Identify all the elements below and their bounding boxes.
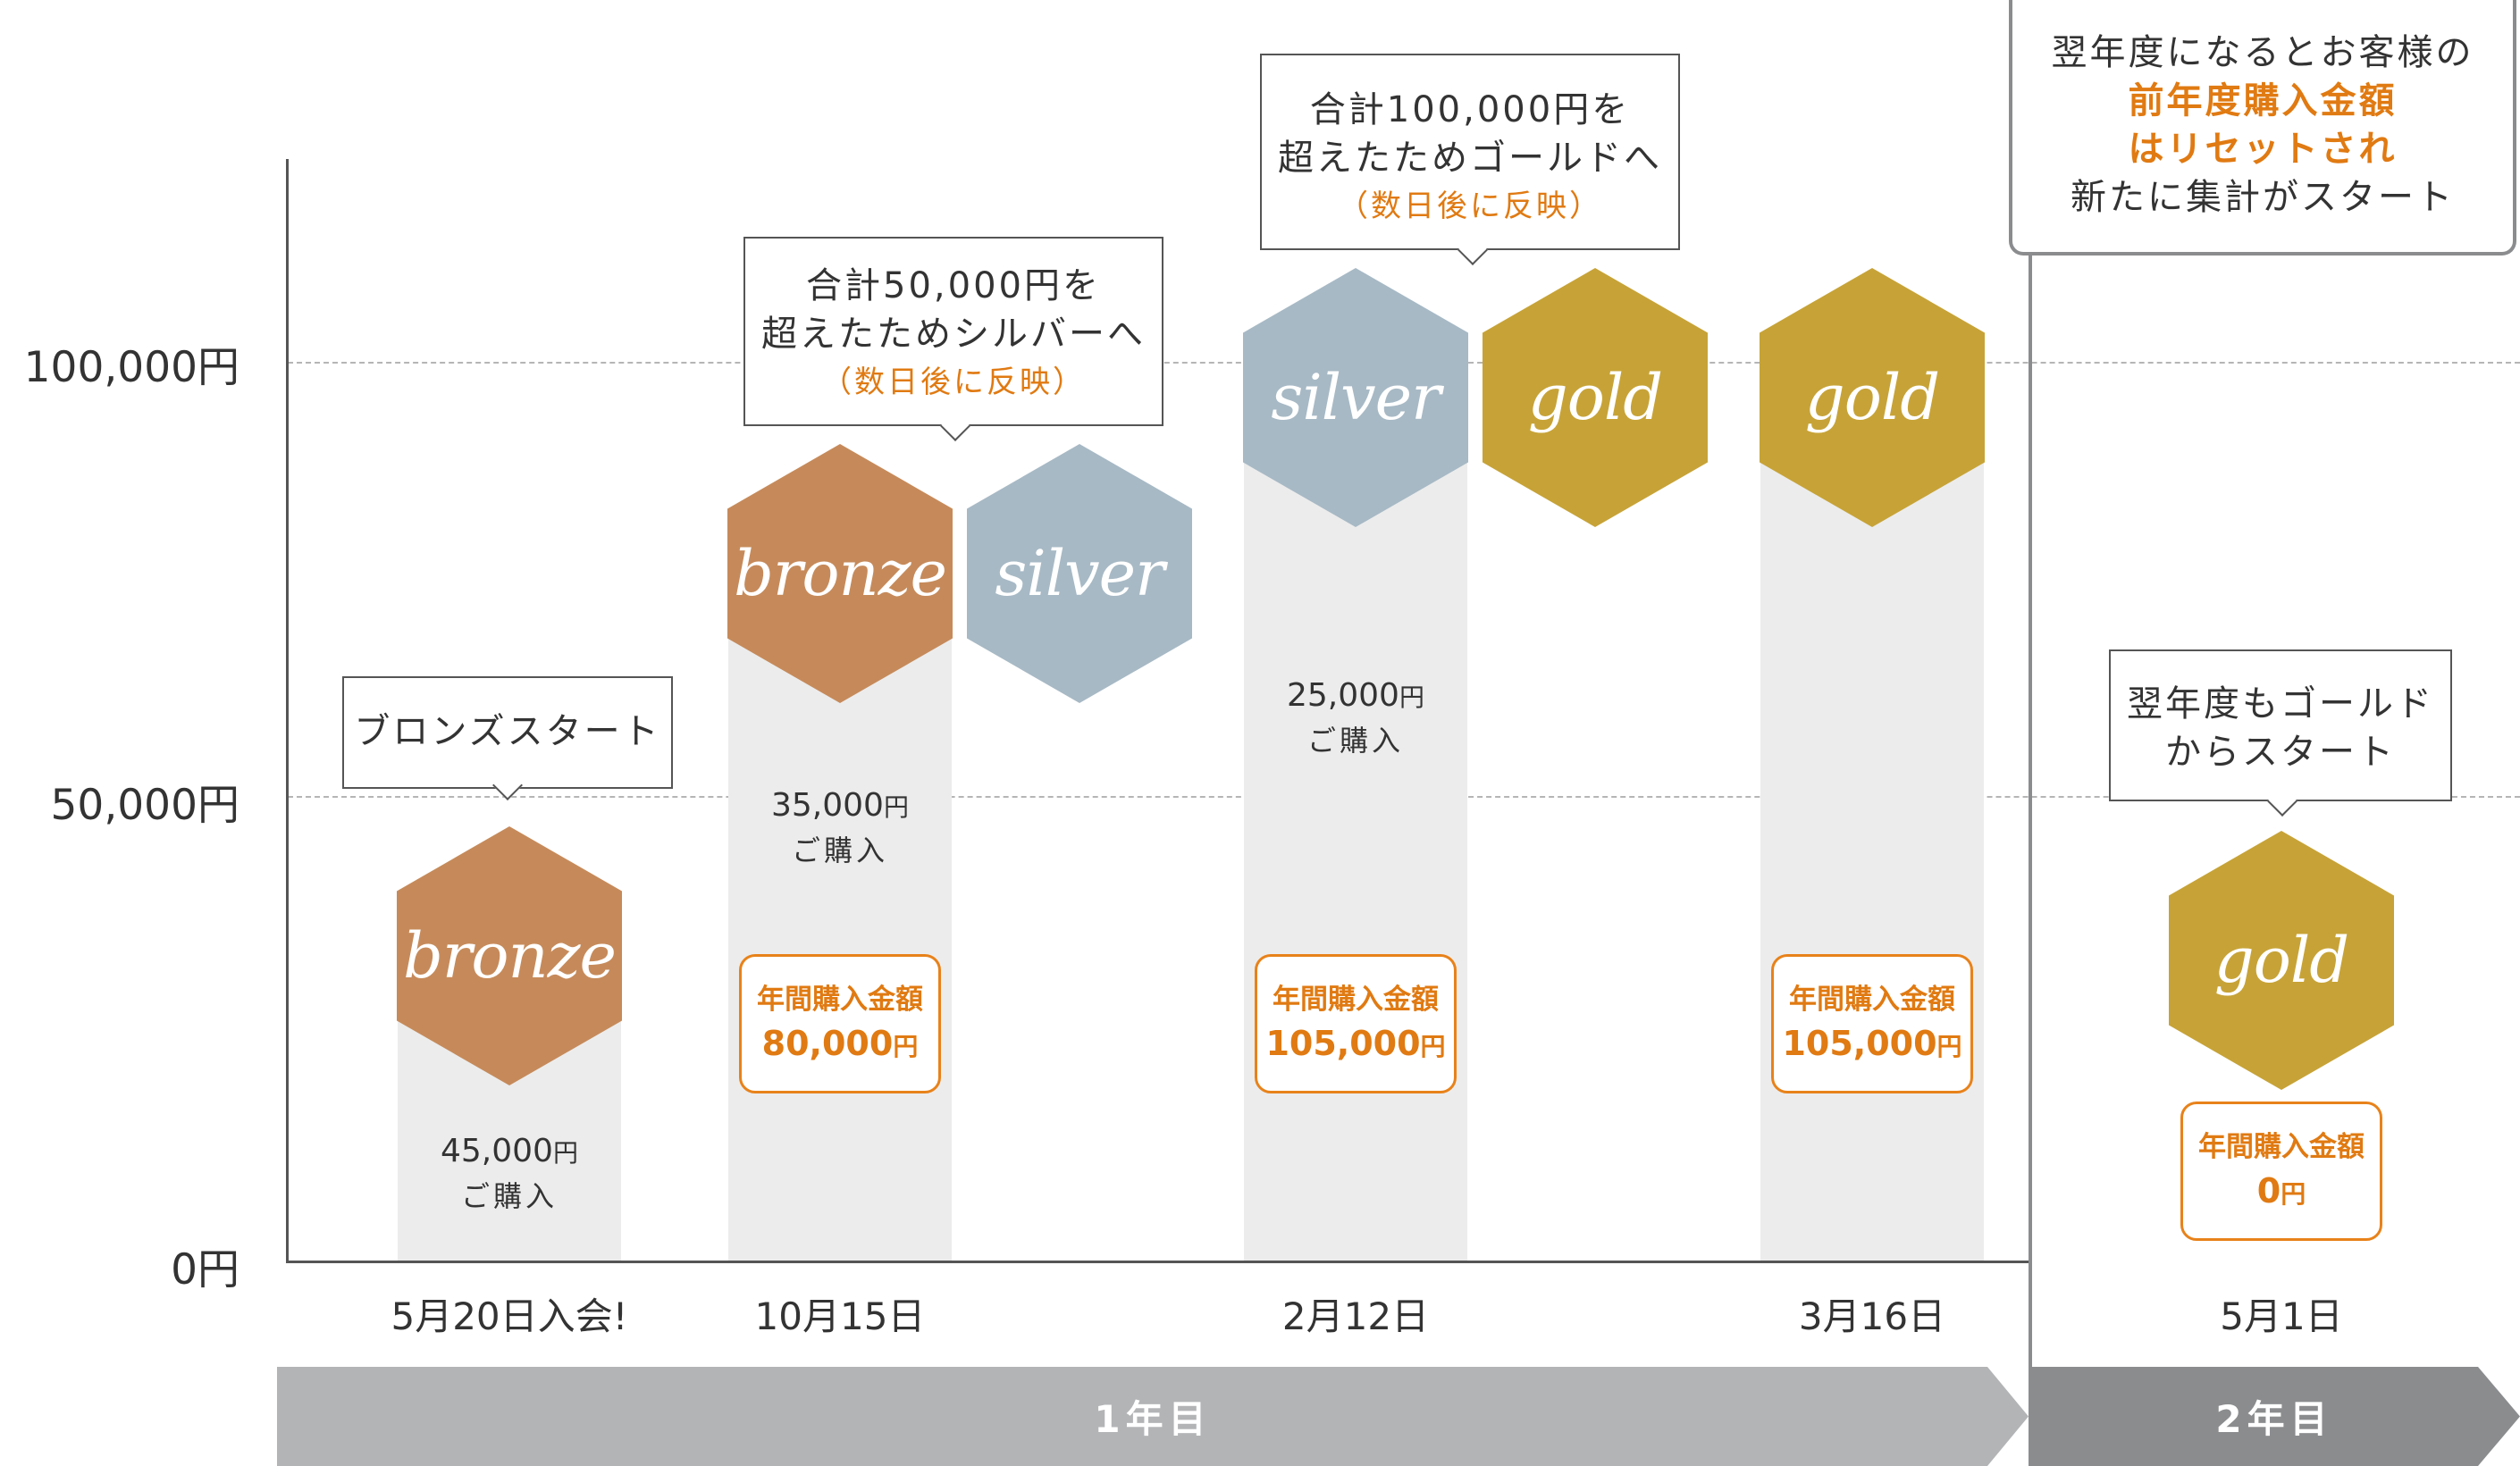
purchase-amount-3-value: 25,000 [1287,677,1399,714]
annual-total-value-4: 105,000円 [1782,1024,1962,1063]
silver-badge-2: silver [967,444,1192,703]
bronze-badge-1-label: bronze [403,919,617,993]
year-2-label: 2年目 [2215,1397,2333,1441]
callout-bronze-start: ブロンズスタート [342,676,673,800]
annual-total-box-4: 年間購入金額 105,000円 [1771,954,1973,1093]
callout-to-gold-line2: 超えたためゴールドへ [1278,138,1662,179]
annual-total-box-3: 年間購入金額 105,000円 [1255,954,1457,1093]
year-1-band: 1年目 [277,1367,2029,1466]
callout-to-gold: 合計100,000円を 超えたためゴールドへ （数日後に反映） [1260,54,1680,265]
callout-annual-reset: 翌年度になるとお客様の 前年度購入金額 はリセットされ 新たに集計がスタート [2009,0,2516,256]
purchase-amount-2-label: ご購入 [791,834,888,867]
callout-next-year-line1: 翌年度もゴールド [2127,683,2434,725]
gold-badge-5-label: gold [2213,924,2349,997]
x-date-feb12: 2月12日 [1281,1294,1430,1338]
annual-total-value-2: 80,000円 [761,1024,919,1063]
purchase-amount-3-label: ご購入 [1306,724,1404,758]
purchase-amount-2: 35,000円 ご購入 [728,784,952,872]
x-date-join: 5月20日入会! [391,1294,628,1338]
purchase-amount-1-yen: 円 [552,1138,578,1168]
annual-total-label-3: 年間購入金額 [1273,984,1439,1016]
annual-total-label-4: 年間購入金額 [1789,984,1955,1016]
gold-badge-5: gold [2169,831,2394,1090]
x-date-oct15: 10月15日 [754,1294,926,1338]
annual-total-label-5: 年間購入金額 [2198,1131,2365,1163]
x-date-may1: 5月1日 [2220,1294,2343,1338]
purchase-amount-3: 25,000円 ご購入 [1244,674,1467,762]
purchase-amount-1-label: ご購入 [460,1179,558,1213]
callout-to-silver-line1: 合計50,000円を [806,265,1101,306]
gold-badge-3-label: gold [1527,361,1663,434]
year-1-label: 1年目 [1094,1397,1212,1441]
annual-total-value-3: 105,000円 [1265,1024,1446,1063]
purchase-amount-1-value: 45,000 [441,1133,553,1169]
gold-badge-3: gold [1483,268,1708,527]
annual-total-value-5: 0円 [2256,1171,2306,1210]
silver-badge-3-label: silver [1271,361,1441,434]
x-date-mar16: 3月16日 [1798,1294,1946,1338]
callout-next-year-tail [2267,786,2297,817]
annual-total-label-2: 年間購入金額 [757,984,923,1016]
callout-to-silver-line2: 超えたためシルバーへ [761,314,1146,355]
y-tick-100000: 100,000円 [23,343,239,392]
callout-to-silver: 合計50,000円を 超えたためシルバーへ （数日後に反映） [743,237,1163,441]
silver-badge-2-label: silver [995,537,1164,610]
callout-bronze-start-text: ブロンズスタート [354,711,661,752]
year-divider-line [2029,250,2032,1466]
callout-next-year-gold: 翌年度もゴールド からスタート [2109,649,2452,817]
annual-total-box-2: 年間購入金額 80,000円 [739,954,941,1093]
callout-reset-line3: はリセットされ [2128,129,2398,170]
purchase-column-2 [728,616,952,1261]
bronze-badge-2-label: bronze [734,537,947,610]
callout-to-gold-note: （数日後に反映） [1338,188,1602,224]
callout-reset-line4: 新たに集計がスタート [2071,177,2455,218]
callout-next-year-line2: からスタート [2165,732,2396,773]
callout-to-silver-tail [940,411,970,441]
year-2-band: 2年目 [2029,1367,2520,1466]
callout-reset-line2: 前年度購入金額 [2128,80,2398,121]
callout-to-gold-line1: 合計100,000円を [1309,89,1631,130]
y-axis-line [286,159,289,1263]
purchase-amount-2-value: 35,000 [771,787,884,824]
callout-reset-line1: 翌年度になるとお客様の [2051,32,2474,73]
gold-badge-4-label: gold [1804,361,1940,434]
x-axis-line [286,1261,2029,1263]
purchase-amount-1: 45,000円 ご購入 [398,1130,621,1218]
y-tick-0: 0円 [171,1245,239,1294]
callout-to-silver-note: （数日後に反映） [821,364,1086,400]
purchase-amount-3-yen: 円 [1399,683,1424,712]
y-tick-50000: 50,000円 [50,781,239,830]
annual-total-box-5: 年間購入金額 0円 [2180,1102,2382,1241]
purchase-column-3 [1244,438,1467,1261]
purchase-amount-2-yen: 円 [883,792,909,822]
purchase-column-4 [1760,438,1984,1261]
callout-to-gold-tail [1457,235,1488,265]
